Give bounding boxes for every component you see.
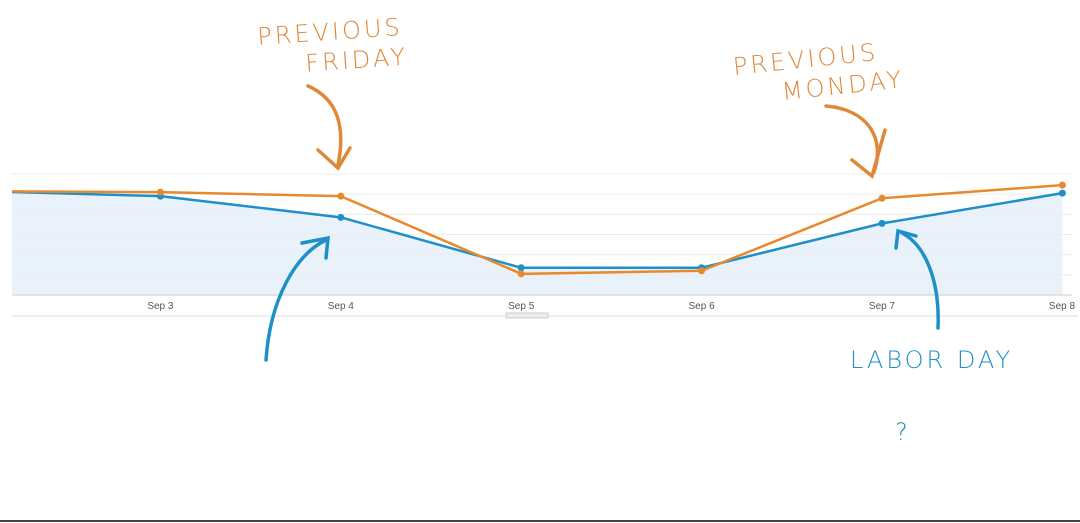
- x-tick-label: Sep 3: [147, 301, 174, 312]
- annotation: LABOR DAY: [850, 346, 1013, 374]
- x-tick-label: Sep 4: [328, 301, 355, 312]
- area: [12, 192, 1063, 295]
- point: [698, 267, 706, 275]
- annotation: ?: [895, 418, 911, 446]
- point: [337, 213, 345, 221]
- point: [156, 188, 164, 196]
- x-tick-label: Sep 7: [869, 301, 896, 312]
- annotation: FRIDAY: [304, 43, 409, 78]
- point: [517, 270, 525, 278]
- point: [517, 264, 525, 272]
- point: [878, 194, 886, 202]
- x-tick-label: Sep 6: [689, 301, 716, 312]
- point: [878, 219, 886, 227]
- plot-area: [12, 173, 1072, 296]
- point: [1058, 181, 1066, 189]
- point: [337, 192, 345, 200]
- scroll-handle: [505, 312, 549, 319]
- point: [1058, 189, 1066, 197]
- annotation-arrows: [264, 84, 940, 362]
- x-tick-label: Sep 5: [508, 301, 535, 312]
- x-tick-label: Sep 8: [1049, 301, 1076, 312]
